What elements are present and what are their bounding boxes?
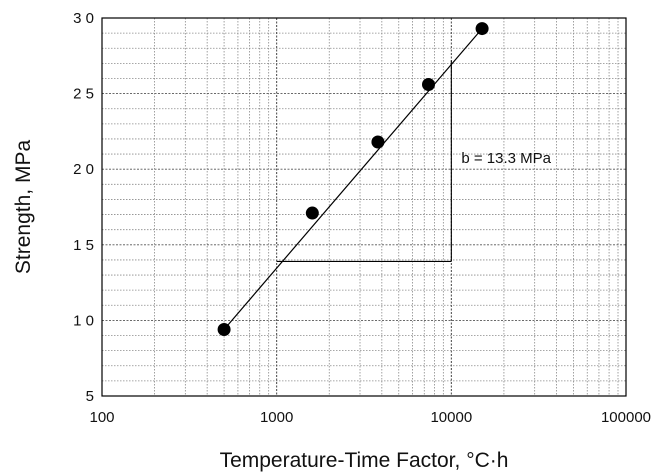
data-point (475, 22, 489, 36)
y-axis-label: Strength, MPa (12, 140, 35, 275)
data-point (421, 78, 435, 92)
slope-annotation: b = 13.3 MPa (461, 150, 551, 167)
fit-line (223, 28, 483, 330)
data-points (217, 22, 489, 336)
x-tick-label: 1000 (260, 409, 293, 426)
slope-triangle (276, 60, 452, 262)
x-tick-label: 10000 (430, 409, 472, 426)
y-tick-label: 2 0 (73, 161, 94, 178)
y-tick-label: 3 0 (73, 10, 94, 27)
grid-minor (102, 18, 626, 396)
x-tick-labels: 100 1000 10000 100000 (89, 409, 651, 426)
y-tick-labels: 5 1 0 1 5 2 0 2 5 3 0 (73, 10, 94, 405)
y-tick-label: 1 5 (73, 237, 94, 254)
y-tick-label: 2 5 (73, 86, 94, 103)
x-tick-label: 100 (89, 409, 114, 426)
plot-frame (101, 17, 627, 397)
y-tick-label: 1 0 (73, 312, 94, 329)
data-point (305, 206, 319, 220)
x-tick-label: 100000 (601, 409, 651, 426)
data-point (371, 135, 385, 149)
x-axis-label: Temperature-Time Factor, °C·h (220, 449, 509, 472)
y-tick-label: 5 (86, 388, 94, 405)
data-point (217, 322, 231, 336)
